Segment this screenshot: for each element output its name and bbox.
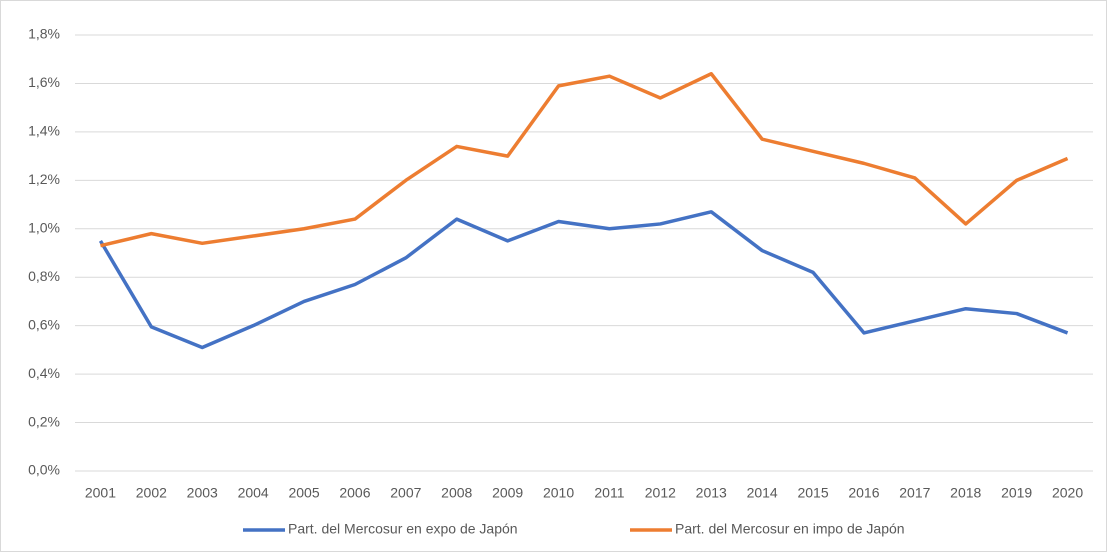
x-tick-label: 2010 <box>543 485 574 501</box>
series-line <box>98 210 1069 350</box>
series-line <box>100 72 1069 248</box>
y-tick-label: 1,8% <box>28 26 60 42</box>
x-tick-label: 2004 <box>238 485 269 501</box>
x-tick-label: 2009 <box>492 485 523 501</box>
x-tick-label: 2018 <box>950 485 981 501</box>
x-tick-label: 2013 <box>696 485 727 501</box>
x-tick-label: 2001 <box>85 485 116 501</box>
x-tick-label: 2007 <box>390 485 421 501</box>
x-tick-label: 2003 <box>187 485 218 501</box>
y-tick-label: 1,4% <box>28 123 60 139</box>
y-tick-label: 0,6% <box>28 316 60 332</box>
y-tick-label: 1,0% <box>28 219 60 235</box>
x-tick-label: 2012 <box>645 485 676 501</box>
x-tick-label: 2011 <box>594 485 624 501</box>
y-tick-label: 0,4% <box>28 365 60 381</box>
x-tick-label: 2015 <box>797 485 828 501</box>
x-tick-label: 2008 <box>441 485 472 501</box>
x-tick-label: 2020 <box>1052 485 1083 501</box>
x-tick-label: 2019 <box>1001 485 1032 501</box>
y-tick-label: 0,0% <box>28 462 60 478</box>
x-tick-label: 2005 <box>288 485 319 501</box>
y-tick-label: 1,2% <box>28 171 60 187</box>
x-tick-label: 2017 <box>899 485 930 501</box>
y-tick-label: 0,8% <box>28 268 60 284</box>
y-tick-label: 0,2% <box>28 413 60 429</box>
y-tick-label: 1,6% <box>28 74 60 90</box>
legend-label: Part. del Mercosur en impo de Japón <box>675 521 905 537</box>
legend-label: Part. del Mercosur en expo de Japón <box>288 521 518 537</box>
x-tick-label: 2002 <box>136 485 167 501</box>
x-tick-label: 2014 <box>747 485 778 501</box>
x-tick-label: 2006 <box>339 485 370 501</box>
x-tick-label: 2016 <box>848 485 879 501</box>
